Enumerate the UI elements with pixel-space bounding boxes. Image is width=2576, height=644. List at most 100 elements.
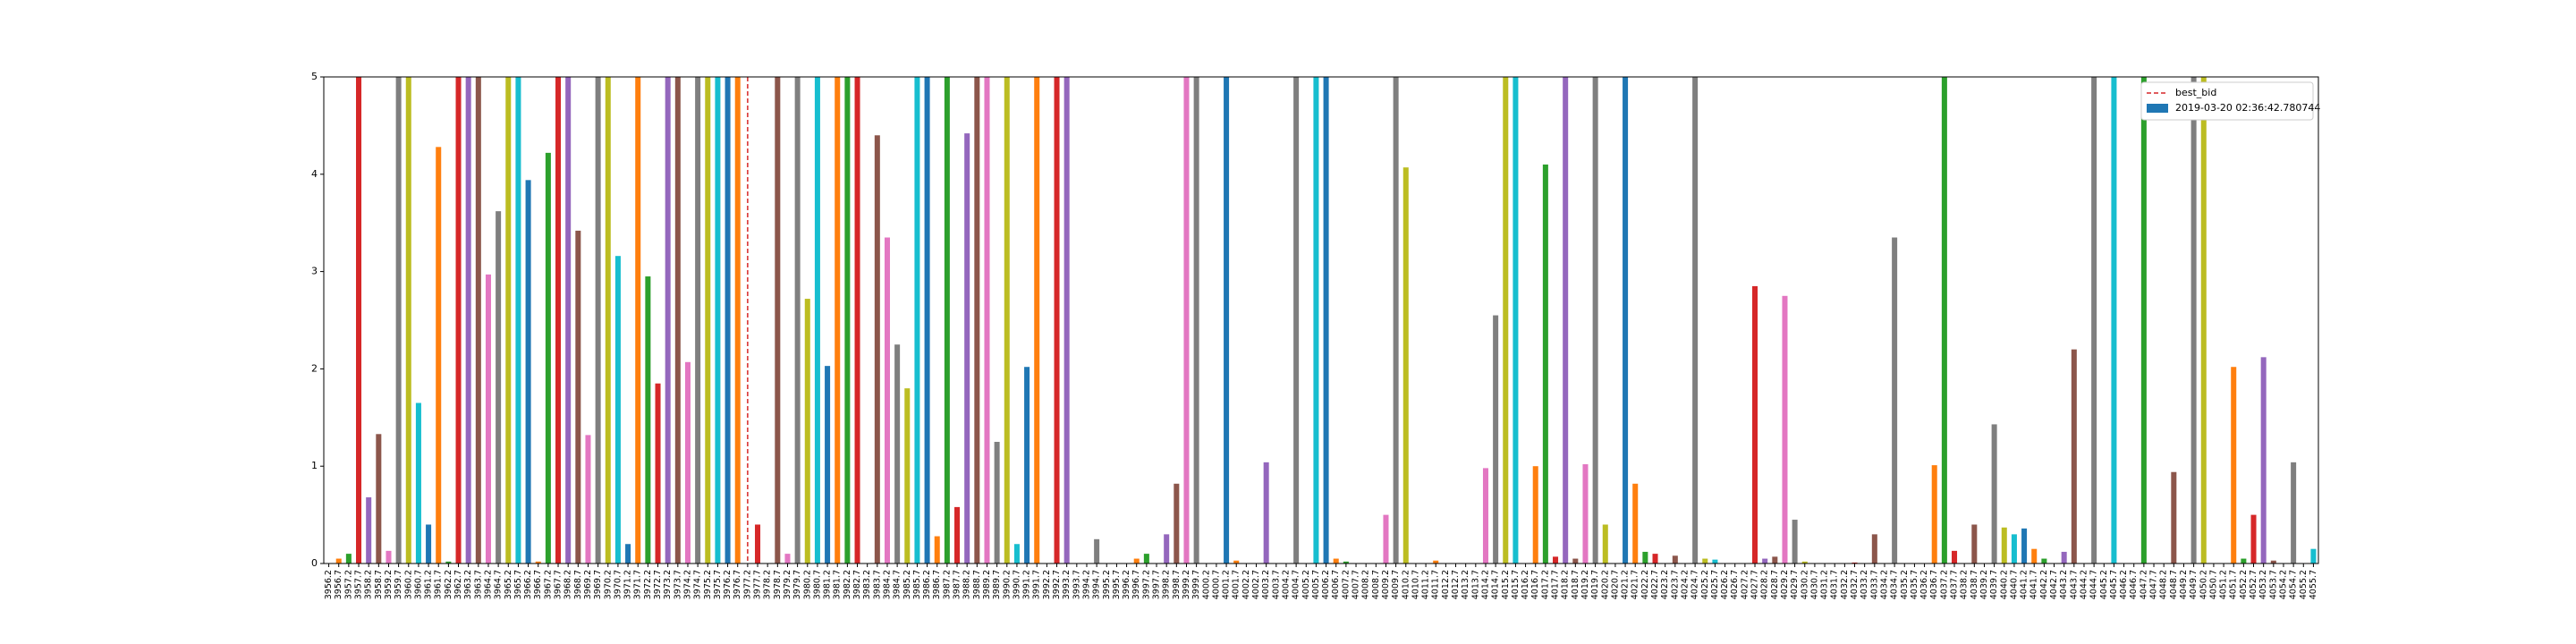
bar xyxy=(2200,77,2207,564)
bar xyxy=(356,77,362,564)
bar xyxy=(1143,554,1149,564)
x-tick-label: 3990.7 xyxy=(1012,570,1021,599)
bar xyxy=(854,77,860,564)
bar xyxy=(665,77,671,564)
bar xyxy=(2231,367,2237,564)
bar xyxy=(2241,558,2247,564)
x-tick-label: 4041.2 xyxy=(2020,570,2029,599)
x-tick-label: 3971.2 xyxy=(623,570,633,599)
bar xyxy=(1542,164,1548,564)
bar xyxy=(724,77,731,564)
x-tick-label: 4003.7 xyxy=(1271,570,1281,599)
x-tick-label: 3956.7 xyxy=(334,570,343,599)
legend-box xyxy=(2140,81,2314,121)
bar xyxy=(2250,514,2257,564)
x-tick-label: 4001.7 xyxy=(1232,570,1241,599)
y-tick-label: 0 xyxy=(311,557,318,569)
x-tick-label: 4043.2 xyxy=(2059,570,2069,599)
bar xyxy=(1642,551,1648,564)
x-tick-label: 4036.2 xyxy=(1919,570,1929,599)
x-tick-label: 4042.2 xyxy=(2039,570,2049,599)
bar xyxy=(625,544,631,564)
bar xyxy=(366,497,372,564)
x-tick-label: 4035.7 xyxy=(1910,570,1919,599)
bar xyxy=(436,147,442,564)
x-tick-label: 3985.2 xyxy=(902,570,912,599)
x-tick-label: 4002.7 xyxy=(1251,570,1261,599)
y-tick-label: 2 xyxy=(311,362,318,374)
x-tick-label: 3975.2 xyxy=(703,570,713,599)
bar xyxy=(844,77,851,564)
x-tick-label: 4023.2 xyxy=(1660,570,1670,599)
bar xyxy=(605,77,611,564)
bar xyxy=(1054,77,1060,564)
bar xyxy=(1433,560,1439,564)
x-tick-label: 3964.7 xyxy=(494,570,504,599)
x-tick-label: 4013.2 xyxy=(1461,570,1470,599)
x-tick-label: 4017.7 xyxy=(1551,570,1561,599)
bar xyxy=(1712,559,1718,564)
x-tick-label: 3996.7 xyxy=(1131,570,1141,599)
bar xyxy=(635,77,641,564)
bar xyxy=(1941,77,1947,564)
x-tick-label: 3985.7 xyxy=(912,570,922,599)
x-tick-label: 4046.2 xyxy=(2119,570,2129,599)
x-tick-label: 3989.7 xyxy=(992,570,1002,599)
x-tick-label: 3970.2 xyxy=(603,570,613,599)
x-tick-label: 4048.2 xyxy=(2159,570,2169,599)
x-tick-label: 3969.2 xyxy=(583,570,593,599)
x-tick-label: 3967.2 xyxy=(543,570,553,599)
x-tick-label: 4047.7 xyxy=(2149,570,2159,599)
bar xyxy=(1313,77,1319,564)
x-tick-label: 4012.7 xyxy=(1451,570,1461,599)
x-tick-label: 3984.2 xyxy=(882,570,892,599)
x-tick-label: 3958.2 xyxy=(364,570,374,599)
x-tick-label: 4010.7 xyxy=(1411,570,1420,599)
bar xyxy=(1532,466,1538,564)
x-tick-label: 4007.2 xyxy=(1341,570,1351,599)
x-tick-label: 4050.2 xyxy=(2199,570,2208,599)
x-tick-label: 4043.7 xyxy=(2069,570,2079,599)
x-tick-label: 3994.2 xyxy=(1081,570,1091,599)
x-tick-label: 3980.2 xyxy=(802,570,812,599)
x-tick-label: 4055.2 xyxy=(2299,570,2309,599)
bar xyxy=(1333,558,1339,564)
x-tick-label: 4034.7 xyxy=(1890,570,1900,599)
x-tick-label: 4032.7 xyxy=(1850,570,1860,599)
x-tick-label: 3983.7 xyxy=(872,570,882,599)
x-tick-label: 4053.7 xyxy=(2268,570,2278,599)
bar xyxy=(924,77,930,564)
x-tick-label: 4030.7 xyxy=(1809,570,1819,599)
x-tick-label: 3961.7 xyxy=(434,570,444,599)
bar xyxy=(426,524,432,564)
bar xyxy=(2071,349,2077,564)
bar xyxy=(1224,77,1230,564)
bar xyxy=(1402,167,1409,564)
bar xyxy=(974,77,980,564)
bar xyxy=(1183,77,1190,564)
x-tick-label: 3959.7 xyxy=(394,570,403,599)
x-tick-label: 3974.2 xyxy=(682,570,692,599)
x-tick-label: 3987.7 xyxy=(953,570,962,599)
x-tick-label: 4033.2 xyxy=(1860,570,1869,599)
bar xyxy=(1563,77,1569,564)
bar xyxy=(1503,77,1509,564)
x-tick-label: 3963.2 xyxy=(463,570,473,599)
x-tick-label: 4005.2 xyxy=(1301,570,1311,599)
x-tick-label: 4049.7 xyxy=(2189,570,2199,599)
bar xyxy=(405,77,411,564)
bar xyxy=(814,77,820,564)
x-tick-label: 3959.2 xyxy=(384,570,394,599)
x-tick-label: 4047.2 xyxy=(2139,570,2148,599)
bar xyxy=(2270,560,2276,564)
bar xyxy=(674,77,681,564)
bar xyxy=(2291,462,2297,564)
bar xyxy=(1482,468,1488,564)
x-tick-label: 3997.2 xyxy=(1141,570,1151,599)
plot-frame xyxy=(323,76,2319,564)
x-tick-label: 4018.7 xyxy=(1571,570,1580,599)
x-tick-label: 3991.7 xyxy=(1032,570,1042,599)
bar xyxy=(2140,77,2147,564)
x-tick-label: 3966.7 xyxy=(533,570,543,599)
x-tick-label: 4023.7 xyxy=(1670,570,1680,599)
